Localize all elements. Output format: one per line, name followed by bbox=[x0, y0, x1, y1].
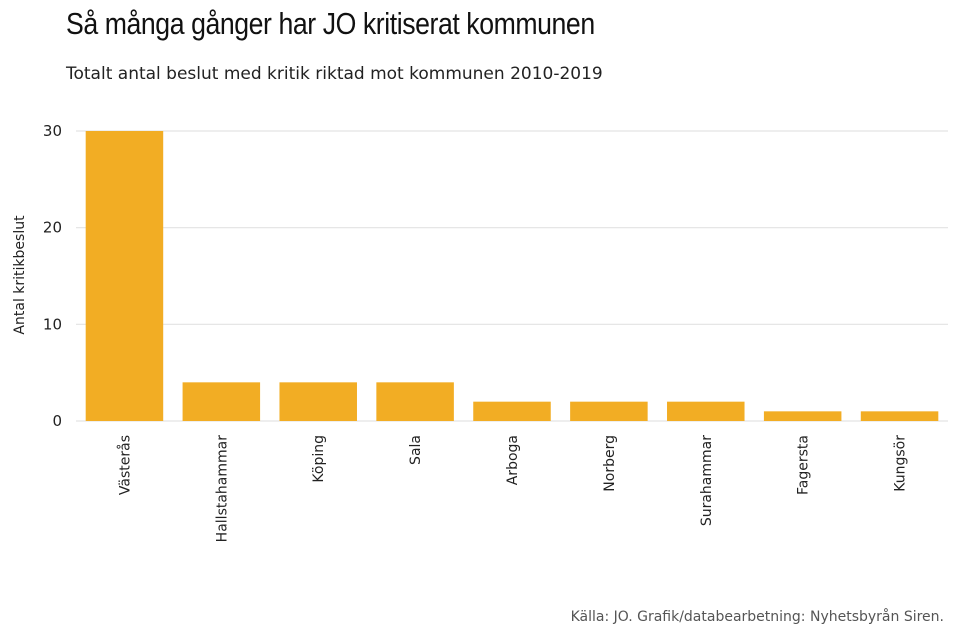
x-tick-label: Arboga bbox=[505, 435, 521, 485]
bar-västerås bbox=[85, 131, 164, 421]
chart-subtitle: Totalt antal beslut med kritik riktad mo… bbox=[66, 64, 603, 84]
y-tick-label: 30 bbox=[43, 122, 62, 140]
x-tick-label: Sala bbox=[408, 435, 424, 465]
y-tick-label: 20 bbox=[43, 219, 62, 237]
bar-kungsör bbox=[860, 411, 939, 421]
source-note: Källa: JO. Grafik/databearbetning: Nyhet… bbox=[570, 609, 944, 625]
x-tick-label: Västerås bbox=[116, 435, 133, 495]
x-axis-labels: Västerås Hallstahammar Köping Sala Arboga Nor… bbox=[116, 435, 908, 543]
chart-title: Så många gånger har JO kritiserat kommun… bbox=[66, 6, 595, 41]
x-tick-label: Norberg bbox=[602, 435, 618, 492]
bar-chart: 0 10 20 30 Västerås Hallstahammar Köping Sala A… bbox=[12, 122, 948, 543]
x-tick-label: Fagersta bbox=[796, 435, 812, 495]
y-axis-label: Antal kritikbeslut bbox=[12, 215, 28, 335]
bar-surahammar bbox=[667, 401, 745, 421]
x-tick-label: Köping bbox=[311, 435, 327, 483]
y-axis-ticks: 0 10 20 30 bbox=[43, 122, 62, 430]
bar-köping bbox=[279, 382, 357, 421]
bars bbox=[85, 131, 939, 421]
y-tick-label: 10 bbox=[43, 315, 62, 333]
bar-sala bbox=[376, 382, 454, 421]
bar-hallstahammar bbox=[182, 382, 261, 421]
x-tick-label: Hallstahammar bbox=[214, 435, 230, 543]
y-tick-label: 0 bbox=[52, 412, 62, 430]
bar-fagersta bbox=[763, 411, 842, 421]
gridlines bbox=[76, 130, 948, 422]
x-tick-label: Kungsör bbox=[893, 435, 909, 492]
x-tick-label: Surahammar bbox=[699, 435, 715, 526]
bar-norberg bbox=[570, 401, 648, 421]
bar-arboga bbox=[473, 401, 551, 421]
